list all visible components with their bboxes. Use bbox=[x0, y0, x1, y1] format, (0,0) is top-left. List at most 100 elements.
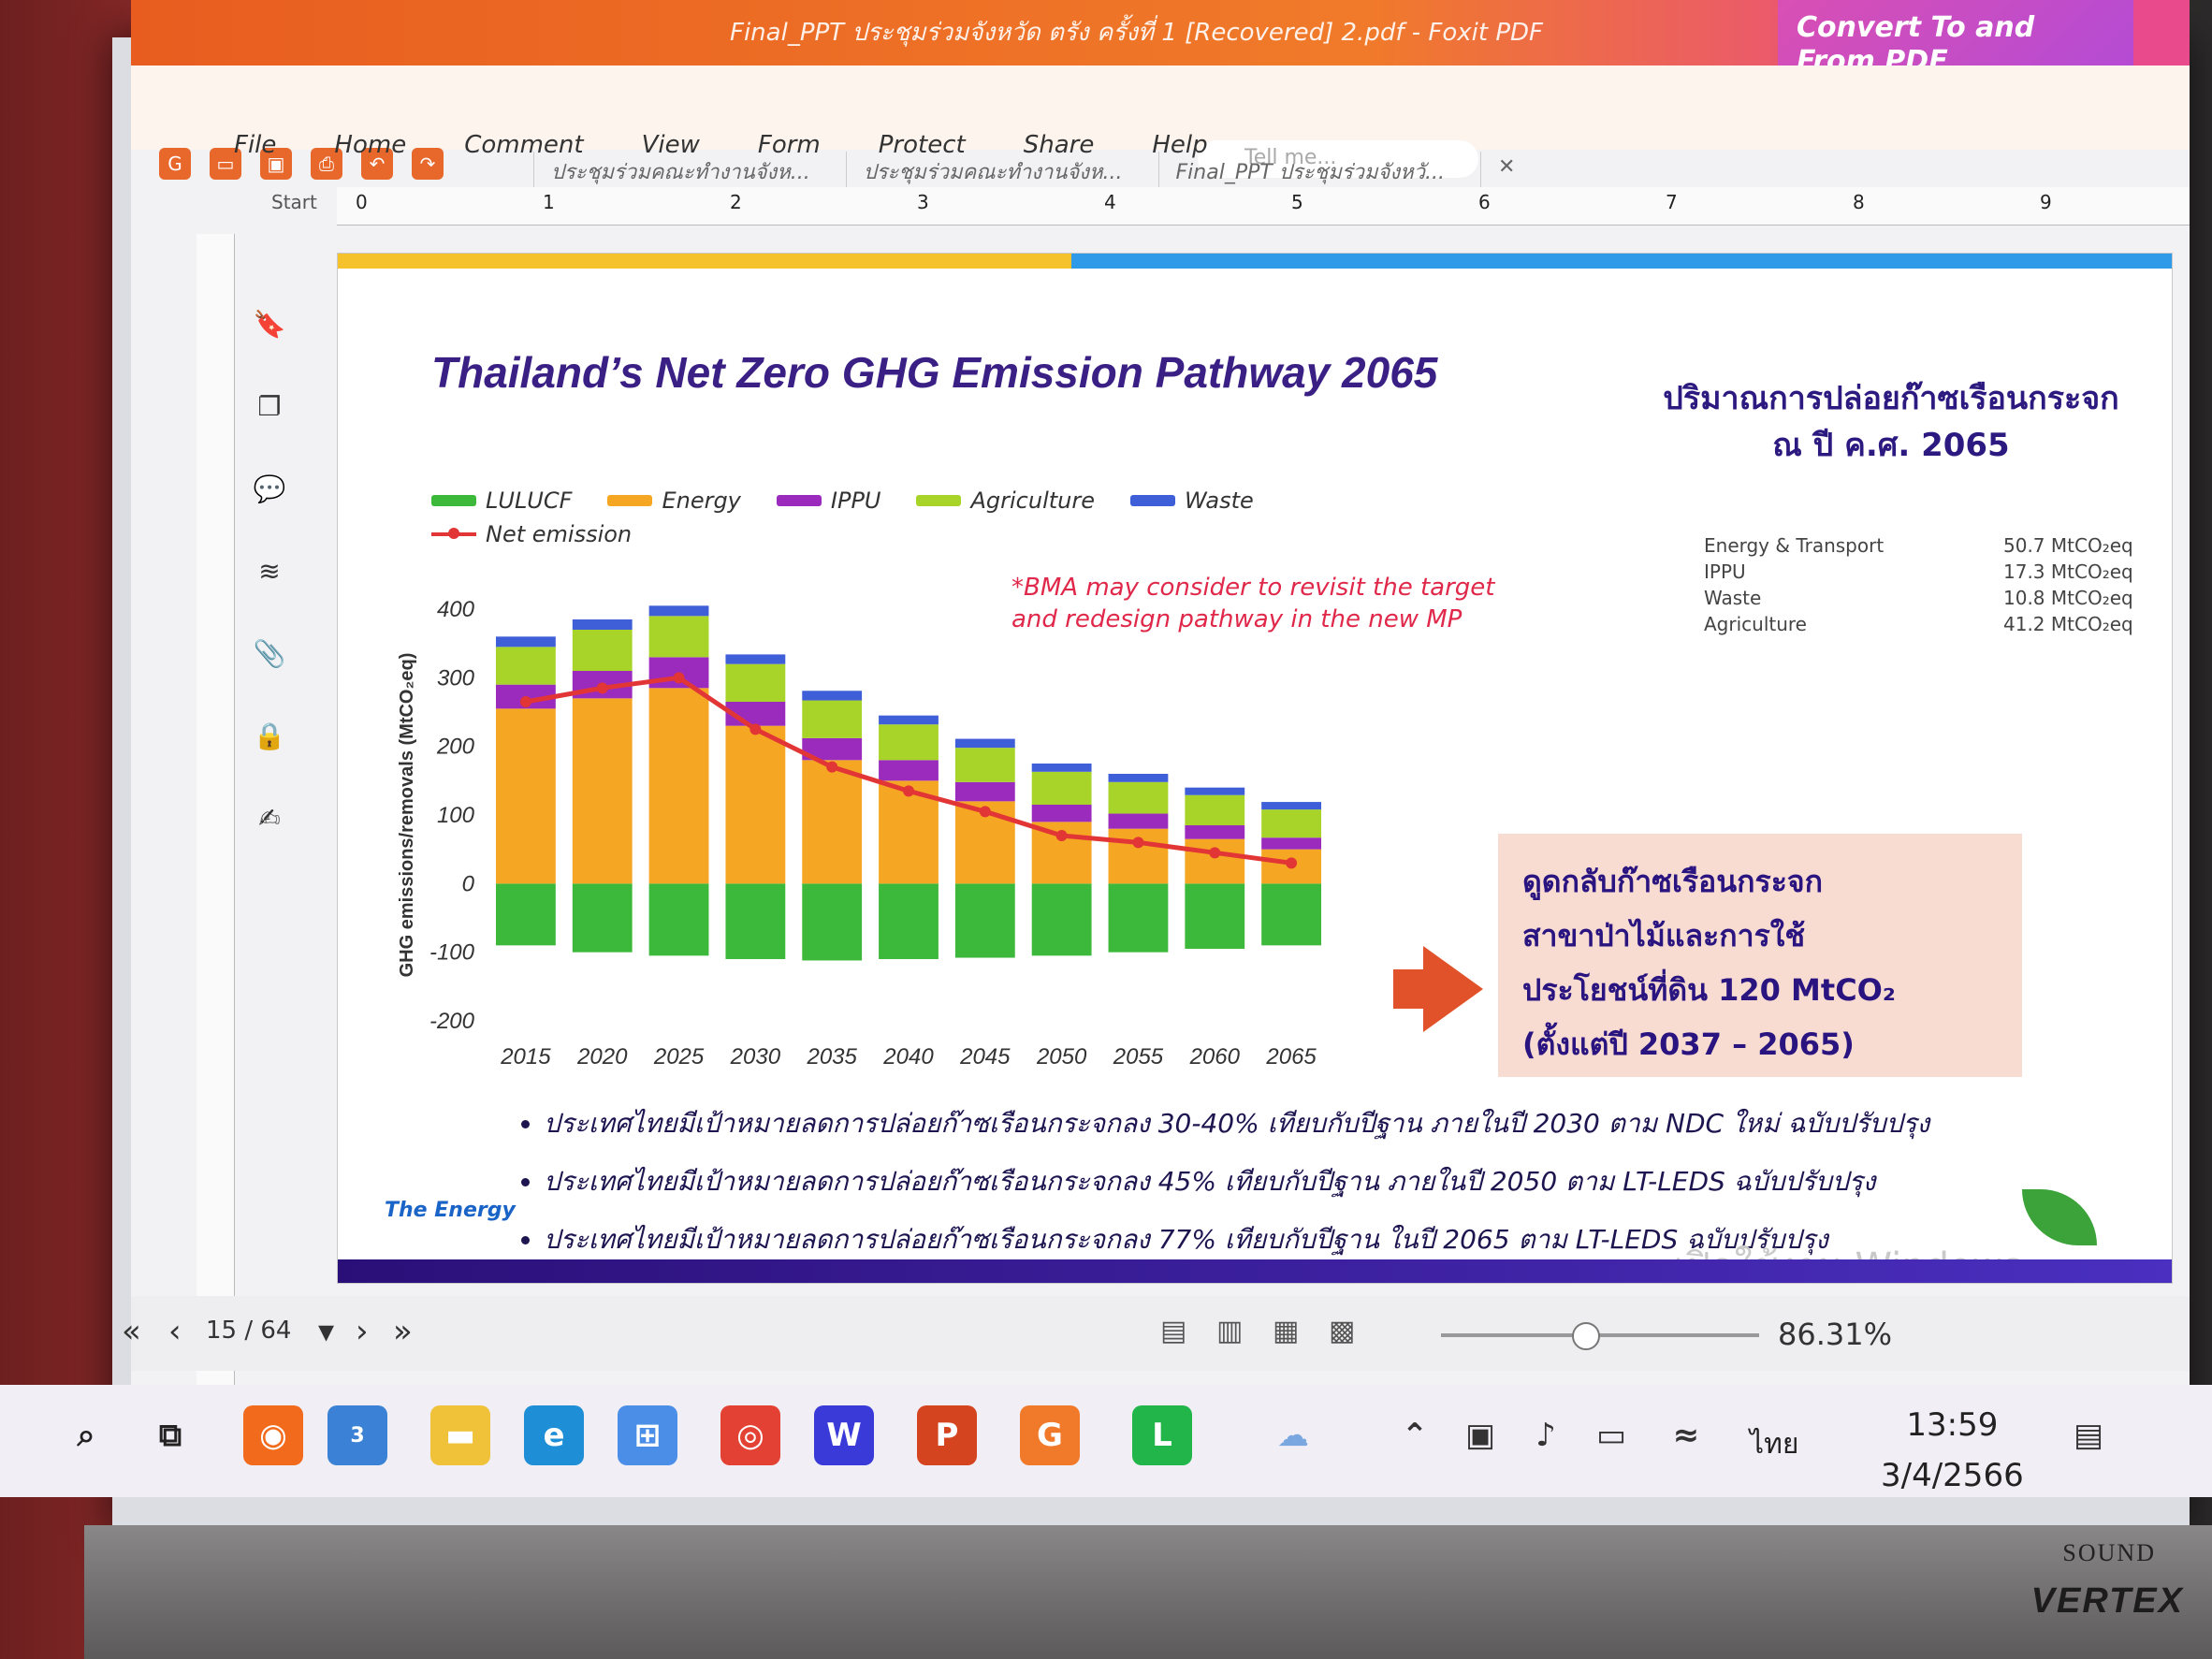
zoom-level[interactable]: 86.31% bbox=[1778, 1317, 1893, 1352]
leaf-logo-icon bbox=[2022, 1189, 2097, 1245]
bullet-item: ประเทศไทยมีเป้าหมายลดการปล่อยก๊าซเรือนกร… bbox=[544, 1219, 1929, 1260]
windows-taskbar: ⌕ ⧉ ◉ 3 ▬ e ⊞ ◎ W P G L ☁ ⌃ ▣ ♪ ▭ ≈ ไทย … bbox=[0, 1385, 2212, 1497]
line-icon[interactable]: L bbox=[1132, 1405, 1192, 1465]
firefox-icon[interactable]: ◉ bbox=[243, 1405, 303, 1465]
first-page-icon[interactable]: « bbox=[122, 1313, 141, 1350]
thai-title-line2: ณ ปี ค.ศ. 2065 bbox=[1772, 427, 2010, 464]
teams-icon[interactable]: W bbox=[814, 1405, 874, 1465]
file-explorer-icon[interactable]: ▬ bbox=[430, 1405, 490, 1465]
pages-icon[interactable]: ❐ bbox=[257, 391, 282, 422]
bar-agriculture bbox=[802, 700, 863, 738]
ruler-tick: 6 bbox=[1478, 191, 1491, 213]
bar-lulucf bbox=[1108, 883, 1169, 953]
foxit-logo-icon[interactable]: G bbox=[159, 148, 191, 180]
powerpoint-icon[interactable]: P bbox=[917, 1405, 977, 1465]
single-page-icon[interactable]: ▤ bbox=[1160, 1315, 1187, 1347]
undo-icon[interactable]: ↶ bbox=[361, 148, 393, 180]
weather-icon[interactable]: ☁ bbox=[1277, 1417, 1309, 1454]
bar-waste bbox=[954, 738, 1015, 749]
arrow-stem bbox=[1393, 969, 1427, 1009]
search-icon[interactable]: ⌕ bbox=[77, 1417, 95, 1454]
signature-icon[interactable]: ✍ bbox=[258, 803, 281, 834]
security-icon[interactable]: 🔒 bbox=[253, 720, 286, 751]
page-number[interactable]: 15 / 64 bbox=[206, 1317, 292, 1345]
tray-expand-icon[interactable]: ⌃ bbox=[1401, 1417, 1429, 1454]
redo-icon[interactable]: ↷ bbox=[412, 148, 444, 180]
notification-icon[interactable]: ▤ bbox=[2073, 1417, 2104, 1454]
note-line2: and redesign pathway in the new MP bbox=[1011, 605, 1463, 633]
mail-icon[interactable]: 3 bbox=[327, 1405, 387, 1465]
zoom-slider[interactable] bbox=[1441, 1333, 1759, 1337]
prev-page-icon[interactable]: ‹ bbox=[168, 1313, 182, 1350]
tell-me-search[interactable]: Tell me... bbox=[1198, 140, 1478, 178]
edge-icon[interactable]: e bbox=[524, 1405, 584, 1465]
screen-housing bbox=[84, 1525, 2212, 1659]
battery-icon[interactable]: ▭ bbox=[1595, 1417, 1627, 1454]
wifi-icon[interactable]: ≈ bbox=[1672, 1417, 1700, 1454]
net-emission-point bbox=[979, 806, 991, 818]
doc-tab[interactable]: ประชุมร่วมคณะทำงานจังห... bbox=[845, 152, 1140, 192]
legend-item-waste: Waste bbox=[1130, 488, 1254, 514]
emissions-table: Energy & Transport 50.7 MtCO₂eq IPPU 17.3 … bbox=[1704, 534, 2153, 639]
bar-waste bbox=[1185, 787, 1245, 795]
clock[interactable]: 13:59 3/4/2566 bbox=[1881, 1400, 2024, 1501]
clock-date: 3/4/2566 bbox=[1881, 1457, 2024, 1494]
doc-tab-active[interactable]: Final_PPT ประชุมร่วมจังหวั... bbox=[1157, 152, 1462, 192]
volume-icon[interactable]: ♪ bbox=[1535, 1417, 1556, 1454]
tab-comment[interactable]: Comment bbox=[464, 131, 584, 159]
bookmark-icon[interactable]: 🔖 bbox=[253, 309, 286, 340]
bar-waste bbox=[572, 619, 633, 630]
language-indicator[interactable]: ไทย bbox=[1750, 1428, 1799, 1461]
chrome-icon[interactable]: ◎ bbox=[720, 1405, 780, 1465]
legend-item-agriculture: Agriculture bbox=[916, 488, 1095, 514]
bar-agriculture bbox=[572, 630, 633, 671]
store-icon[interactable]: ⊞ bbox=[618, 1405, 677, 1465]
last-page-icon[interactable]: » bbox=[393, 1313, 413, 1350]
foxit-taskbar-icon[interactable]: G bbox=[1020, 1405, 1080, 1465]
task-view-icon[interactable]: ⧉ bbox=[158, 1417, 182, 1454]
bar-agriculture bbox=[1031, 771, 1092, 805]
print-icon[interactable]: ⎙ bbox=[311, 148, 342, 180]
callout-line: สาขาป่าไม้และการใช้ bbox=[1522, 918, 1806, 953]
target-bullets: ประเทศไทยมีเป้าหมายลดการปล่อยก๊าซเรือนกร… bbox=[506, 1103, 1929, 1277]
layers-icon[interactable]: ≋ bbox=[258, 556, 281, 587]
next-page-icon[interactable]: › bbox=[356, 1313, 369, 1350]
bar-waste bbox=[802, 691, 863, 701]
facing-page-icon[interactable]: ▦ bbox=[1273, 1315, 1300, 1347]
tab-share[interactable]: Share bbox=[1023, 131, 1095, 159]
tab-view[interactable]: View bbox=[641, 131, 700, 159]
tab-file[interactable]: File bbox=[234, 131, 277, 159]
x-tick-label: 2035 bbox=[806, 1044, 857, 1070]
window-title: Final_PPT ประชุมร่วมจังหวัด ตรัง ครั้งที… bbox=[730, 19, 1543, 47]
doc-tab[interactable]: ประชุมร่วมคณะทำงานจังห... bbox=[533, 152, 827, 192]
continuous-page-icon[interactable]: ▥ bbox=[1216, 1315, 1244, 1347]
x-tick-label: 2030 bbox=[730, 1044, 781, 1070]
attachment-icon[interactable]: 📎 bbox=[253, 638, 286, 669]
close-tab-icon[interactable]: ✕ bbox=[1479, 152, 1532, 192]
y-tick-label: 400 bbox=[437, 597, 475, 622]
save-icon[interactable]: ▣ bbox=[260, 148, 292, 180]
comments-icon[interactable]: 💬 bbox=[253, 473, 286, 504]
tab-form[interactable]: Form bbox=[757, 131, 821, 159]
x-tick-label: 2015 bbox=[500, 1044, 551, 1070]
bar-lulucf bbox=[1031, 883, 1092, 956]
open-icon[interactable]: ▭ bbox=[210, 148, 241, 180]
emission-chart: -200 -100 0 100 200 300 400 GHG emissions/remov… bbox=[397, 597, 1321, 1070]
page-dropdown-icon[interactable]: ▾ bbox=[318, 1313, 335, 1350]
slide-bottom-banner bbox=[338, 1259, 2172, 1283]
tab-home[interactable]: Home bbox=[334, 131, 407, 159]
bar-ippu bbox=[1031, 805, 1092, 822]
continuous-facing-icon[interactable]: ▩ bbox=[1329, 1315, 1356, 1347]
bar-lulucf bbox=[1261, 883, 1321, 946]
x-tick-label: 2025 bbox=[653, 1044, 705, 1070]
callout-line: ประโยชน์ที่ดิน 120 MtCO₂ bbox=[1522, 972, 1896, 1008]
thai-title-line1: ปริมาณการปล่อยก๊าซเรือนกระจก bbox=[1663, 380, 2119, 417]
meet-icon[interactable]: ▣ bbox=[1464, 1417, 1496, 1454]
zoom-slider-handle[interactable] bbox=[1572, 1322, 1600, 1350]
net-emission-point bbox=[826, 761, 838, 773]
tab-help[interactable]: Help bbox=[1152, 131, 1208, 159]
tab-protect[interactable]: Protect bbox=[878, 131, 966, 159]
y-tick-label: 200 bbox=[436, 735, 475, 760]
bar-lulucf bbox=[725, 883, 786, 959]
bar-energy bbox=[725, 725, 786, 884]
